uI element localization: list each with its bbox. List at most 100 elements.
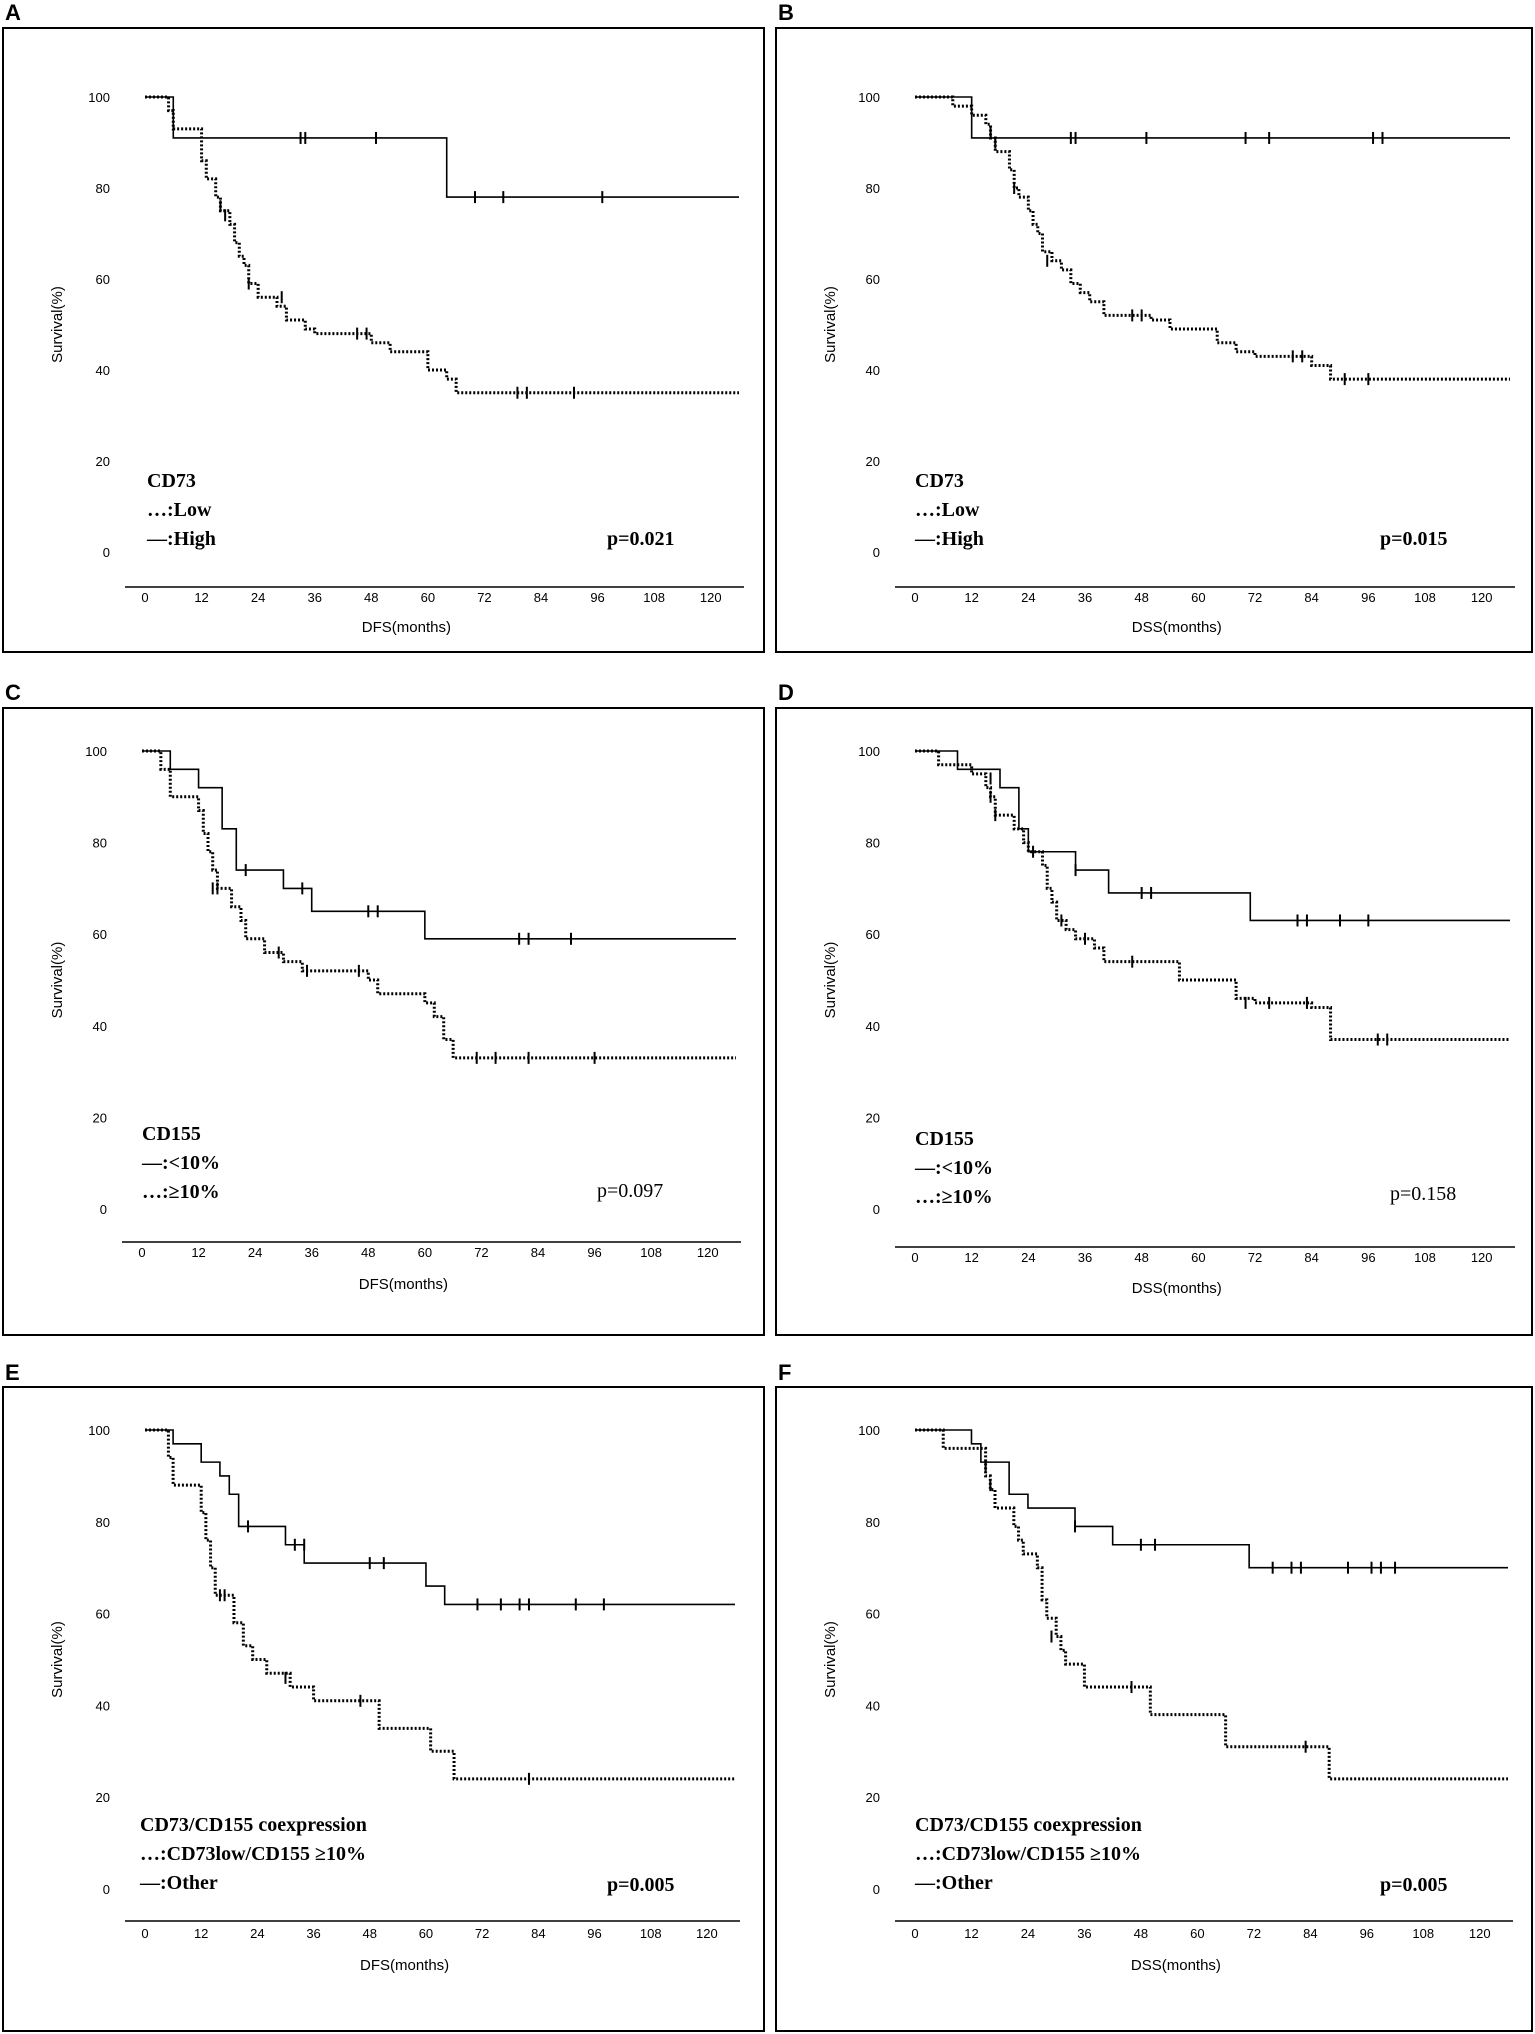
x-tick-label: 84 bbox=[1304, 1250, 1318, 1265]
legend-entry: …:CD73low/CD155 ≥10% bbox=[915, 1843, 1141, 1865]
x-tick-label: 72 bbox=[474, 1245, 488, 1260]
y-tick-label: 60 bbox=[93, 927, 107, 942]
x-tick-label: 12 bbox=[194, 1926, 208, 1941]
y-tick-label: 80 bbox=[866, 836, 880, 851]
x-tick-label: 96 bbox=[1361, 1250, 1375, 1265]
y-tick-label: 100 bbox=[88, 90, 110, 105]
survival-curve bbox=[145, 95, 739, 395]
y-tick-label: 40 bbox=[866, 1698, 880, 1713]
legend-entry: …:Low bbox=[915, 499, 980, 521]
x-tick-label: 12 bbox=[964, 1926, 978, 1941]
panel-frame-a bbox=[2, 27, 765, 653]
p-value: p=0.097 bbox=[597, 1180, 663, 1202]
y-tick-label: 100 bbox=[858, 1423, 880, 1438]
y-tick-label: 60 bbox=[96, 1607, 110, 1622]
x-tick-label: 36 bbox=[1078, 590, 1092, 605]
x-tick-label: 120 bbox=[696, 1926, 718, 1941]
x-tick-label: 48 bbox=[364, 590, 378, 605]
x-tick-label: 36 bbox=[307, 590, 321, 605]
x-tick-label: 0 bbox=[141, 1926, 148, 1941]
x-tick-label: 84 bbox=[534, 590, 548, 605]
x-tick-label: 72 bbox=[1248, 1250, 1262, 1265]
x-tick-label: 48 bbox=[1134, 1926, 1148, 1941]
survival-curve bbox=[142, 750, 736, 940]
p-value: p=0.021 bbox=[607, 528, 675, 550]
y-tick-label: 0 bbox=[100, 1202, 107, 1217]
p-value: p=0.015 bbox=[1380, 528, 1448, 550]
legend-entry: —:<10% bbox=[141, 1152, 220, 1174]
survival-curve bbox=[915, 95, 1510, 381]
x-tick-label: 24 bbox=[250, 1926, 264, 1941]
x-tick-label: 84 bbox=[1304, 590, 1318, 605]
x-tick-label: 84 bbox=[531, 1926, 545, 1941]
p-value: p=0.005 bbox=[1380, 1874, 1448, 1896]
x-tick-label: 36 bbox=[1078, 1250, 1092, 1265]
y-axis-title: Survival(%) bbox=[49, 1621, 66, 1698]
y-tick-label: 80 bbox=[866, 1515, 880, 1530]
x-tick-label: 48 bbox=[361, 1245, 375, 1260]
panel-letter-e: E bbox=[5, 1360, 20, 1385]
y-tick-label: 60 bbox=[866, 1607, 880, 1622]
panel-letter-f: F bbox=[778, 1360, 792, 1385]
y-tick-label: 100 bbox=[85, 744, 107, 759]
y-tick-label: 20 bbox=[866, 1790, 880, 1805]
y-axis-title: Survival(%) bbox=[49, 286, 66, 363]
x-tick-label: 24 bbox=[1021, 590, 1035, 605]
x-tick-label: 72 bbox=[1248, 590, 1262, 605]
y-tick-label: 80 bbox=[93, 836, 107, 851]
x-tick-label: 48 bbox=[1134, 590, 1148, 605]
y-tick-label: 40 bbox=[93, 1019, 107, 1034]
x-tick-label: 0 bbox=[138, 1245, 145, 1260]
x-axis-title: DSS(months) bbox=[1132, 619, 1222, 636]
y-tick-label: 80 bbox=[96, 181, 110, 196]
y-tick-label: 20 bbox=[866, 1110, 880, 1125]
x-axis-title: DSS(months) bbox=[1131, 1957, 1221, 1974]
x-axis-title: DFS(months) bbox=[359, 1276, 448, 1293]
x-axis-title: DFS(months) bbox=[360, 1957, 449, 1974]
x-tick-label: 48 bbox=[1134, 1250, 1148, 1265]
x-tick-label: 120 bbox=[1471, 1250, 1493, 1265]
x-tick-label: 12 bbox=[194, 590, 208, 605]
km-chart-d: 0 12 24 36 48 60 72 84 96 108 120 0 20 40 60 80 100 DSS(m… bbox=[822, 744, 1515, 1297]
panel-frame-d bbox=[775, 707, 1533, 1336]
x-tick-label: 0 bbox=[911, 1926, 918, 1941]
x-tick-label: 60 bbox=[1191, 1250, 1205, 1265]
y-tick-label: 100 bbox=[858, 90, 880, 105]
x-tick-label: 108 bbox=[643, 590, 665, 605]
panel-letter-d: D bbox=[778, 680, 794, 705]
legend-title: CD73 bbox=[147, 470, 196, 492]
panel-letter-b: B bbox=[778, 0, 794, 25]
legend-entry: —:Other bbox=[139, 1872, 218, 1894]
y-axis-title: Survival(%) bbox=[49, 942, 66, 1019]
y-tick-label: 0 bbox=[103, 545, 110, 560]
survival-curve bbox=[145, 1429, 735, 1606]
x-tick-label: 24 bbox=[248, 1245, 262, 1260]
km-chart-e: 0 12 24 36 48 60 72 84 96 108 120 0 20 40 60 80 100 DFS(m… bbox=[49, 1423, 740, 1974]
y-tick-label: 20 bbox=[96, 1790, 110, 1805]
x-tick-label: 0 bbox=[911, 590, 918, 605]
km-chart-f: 0 12 24 36 48 60 72 84 96 108 120 0 20 40 60 80 100 DSS(m… bbox=[822, 1423, 1513, 1974]
panel-letter-c: C bbox=[5, 680, 21, 705]
y-tick-label: 0 bbox=[873, 545, 880, 560]
x-tick-label: 24 bbox=[1021, 1250, 1035, 1265]
y-tick-label: 40 bbox=[866, 1019, 880, 1034]
x-axis-title: DFS(months) bbox=[362, 619, 451, 636]
survival-curve bbox=[915, 750, 1510, 922]
legend-entry: …:≥10% bbox=[915, 1186, 993, 1208]
y-tick-label: 0 bbox=[103, 1882, 110, 1897]
y-tick-label: 60 bbox=[96, 272, 110, 287]
km-chart-a: 0 12 24 36 48 60 72 84 96 108 120 0 20 40 60 80 100 DFS(m… bbox=[49, 90, 744, 636]
legend-title: CD73/CD155 coexpression bbox=[140, 1814, 367, 1836]
x-tick-label: 0 bbox=[911, 1250, 918, 1265]
panel-frame-c bbox=[2, 707, 765, 1336]
legend-entry: —:High bbox=[914, 528, 984, 550]
survival-curve bbox=[915, 1429, 1508, 1569]
legend-entry: …:Low bbox=[147, 499, 212, 521]
x-tick-label: 36 bbox=[1077, 1926, 1091, 1941]
y-tick-label: 40 bbox=[866, 363, 880, 378]
legend-entry: …:CD73low/CD155 ≥10% bbox=[140, 1843, 366, 1865]
x-tick-label: 108 bbox=[640, 1926, 662, 1941]
y-tick-label: 60 bbox=[866, 272, 880, 287]
x-tick-label: 60 bbox=[419, 1926, 433, 1941]
legend-title: CD155 bbox=[142, 1123, 201, 1145]
